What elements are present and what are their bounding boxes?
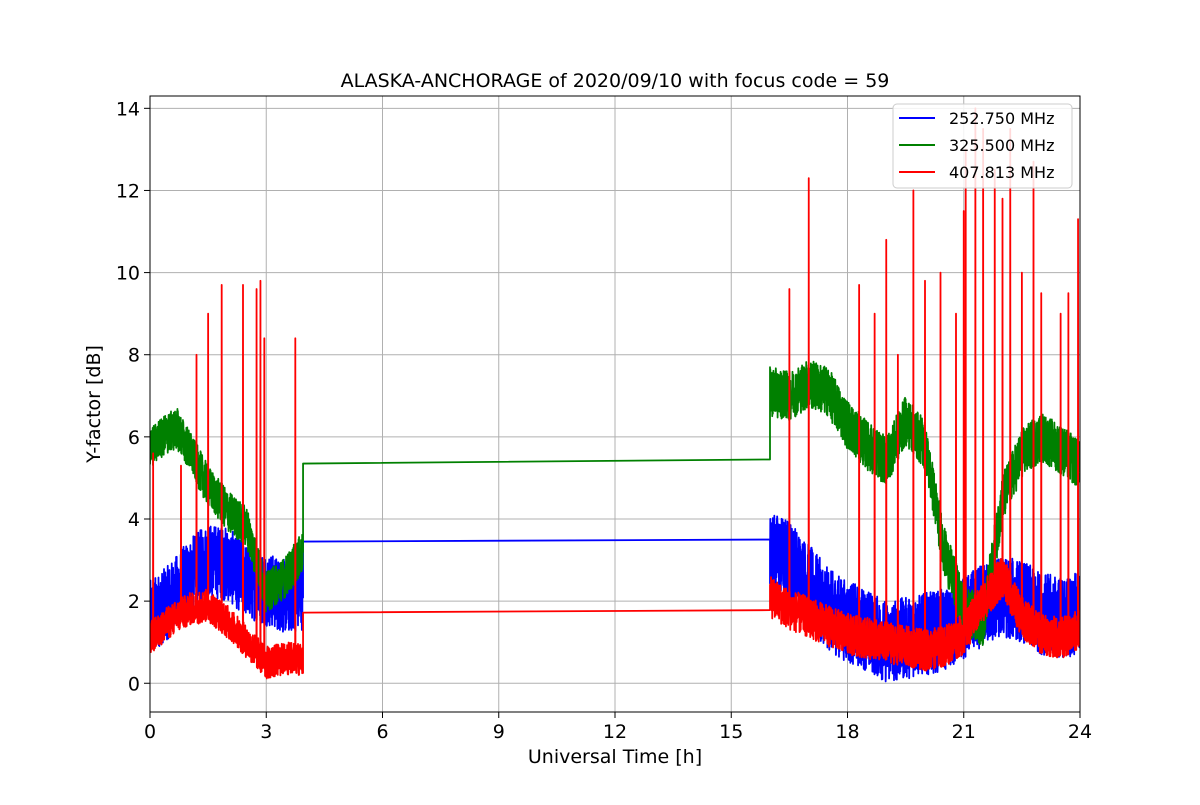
x-tick-label: 0 [144, 721, 156, 743]
legend-box [892, 103, 1073, 189]
x-tick-label: 3 [260, 721, 272, 743]
y-tick-label: 0 [128, 673, 140, 695]
legend-label-series-1: 252.750 MHz [949, 109, 1054, 128]
y-tick-label: 10 [116, 263, 140, 285]
series-line-3 [150, 107, 1080, 680]
legend: 252.750 MHz 325.500 MHz 407.813 MHz [892, 103, 1073, 189]
x-tick-label: 9 [493, 721, 505, 743]
series-layer [150, 107, 1080, 683]
x-axis-label: Universal Time [h] [528, 746, 702, 768]
x-tick-label: 15 [719, 721, 743, 743]
x-tick-label: 6 [376, 721, 388, 743]
x-tick-label: 12 [603, 721, 627, 743]
chart-title: ALASKA-ANCHORAGE of 2020/09/10 with focu… [341, 70, 890, 92]
y-tick-label: 2 [128, 591, 140, 613]
legend-label-series-3: 407.813 MHz [949, 163, 1054, 182]
x-tick-label: 21 [952, 721, 976, 743]
y-tick-label: 8 [128, 345, 140, 367]
y-tick-label: 14 [116, 98, 140, 120]
y-tick-label: 4 [128, 509, 140, 531]
y-tick-label: 6 [128, 427, 140, 449]
x-tick-label: 18 [835, 721, 859, 743]
y-tick-label: 12 [116, 180, 140, 202]
legend-label-series-2: 325.500 MHz [949, 136, 1054, 155]
x-tick-label: 24 [1068, 721, 1092, 743]
y-axis-label: Y-factor [dB] [83, 345, 105, 464]
